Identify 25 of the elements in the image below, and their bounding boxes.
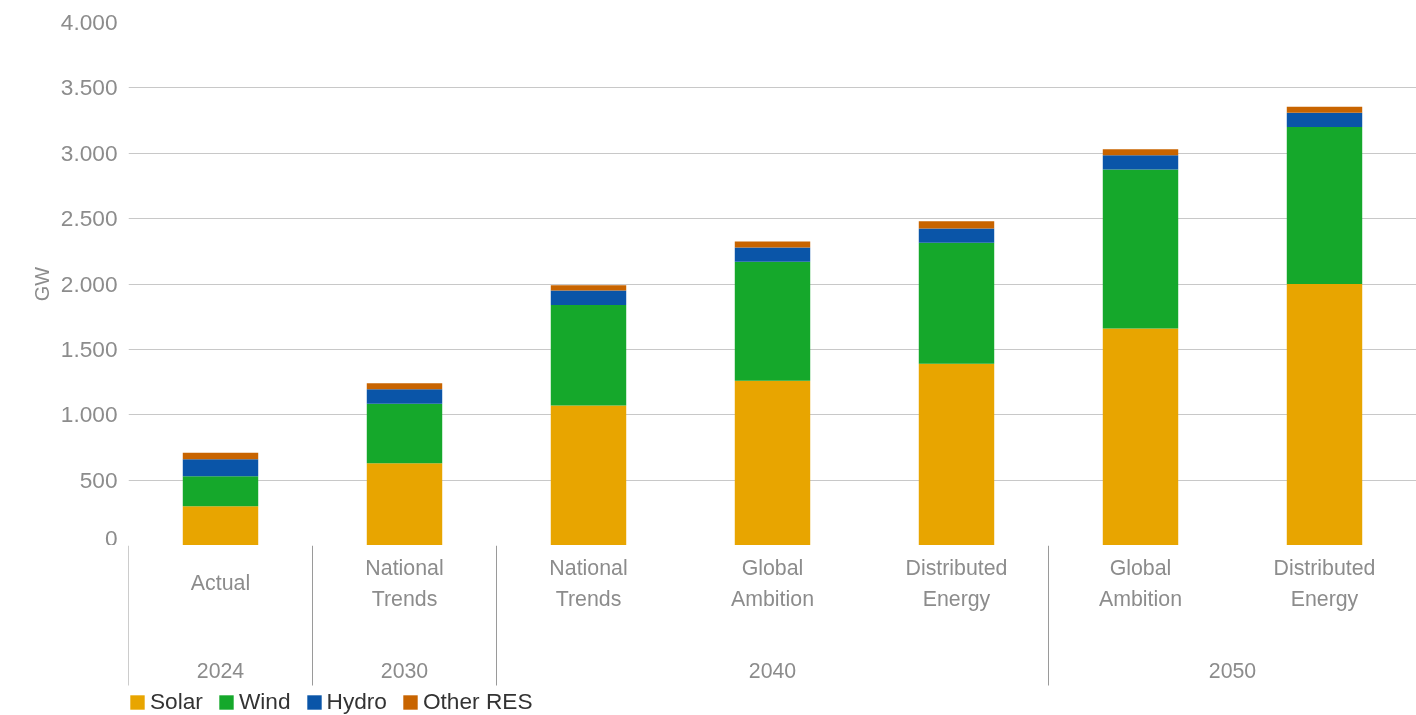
x-tick-label: Actual [190, 570, 251, 595]
x-tick-label: Global Ambition [1099, 555, 1182, 611]
text: 2024 [196, 659, 245, 683]
y-tick-label: 1.000 [60, 401, 118, 428]
text: 2030 [380, 659, 429, 683]
y-tick-label: 500 [79, 466, 118, 493]
x-tick-label: Distributed Energy [905, 555, 1008, 611]
legend-label: Solar [150, 688, 203, 715]
y-tick-label: 2.500 [60, 205, 118, 232]
y-tick-label: 4.000 [60, 9, 118, 35]
legend-label: Hydro [326, 688, 387, 715]
x-tick-label: National Trends [549, 555, 628, 611]
y-tick-label: 3.500 [60, 74, 118, 101]
y-tick-label: 0 [104, 524, 118, 551]
text: 2050 [1208, 659, 1257, 683]
text: 2040 [748, 659, 797, 683]
y-tick-label: 2.000 [60, 270, 118, 297]
y-tick-label: 1.500 [60, 335, 118, 362]
x-tick-label: National Trends [365, 555, 444, 611]
x-tick-label: Distributed Energy [1273, 555, 1376, 611]
y-axis-title: GW [30, 266, 53, 302]
legend-label: Wind [238, 688, 291, 715]
y-tick-label: 3.000 [60, 139, 118, 166]
x-tick-label: Global Ambition [731, 555, 814, 611]
legend-label: Other RES [422, 688, 533, 715]
